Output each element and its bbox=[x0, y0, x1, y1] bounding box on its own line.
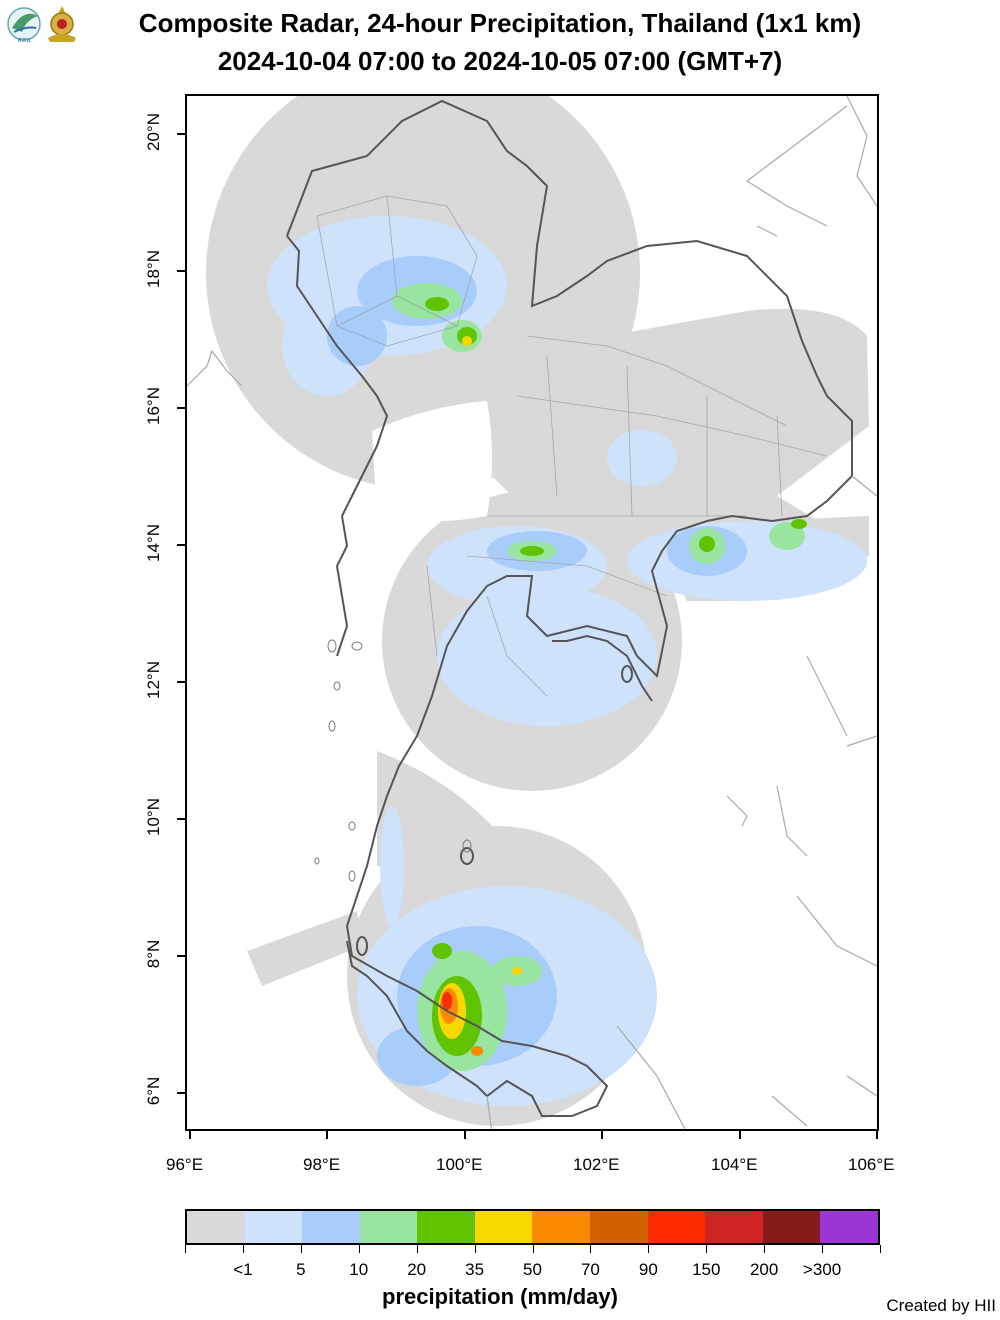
royal-emblem-logo bbox=[48, 6, 76, 42]
colorbar-swatch bbox=[474, 1211, 533, 1243]
colorbar-tick bbox=[764, 1245, 766, 1253]
coverage-gaps bbox=[187, 261, 747, 866]
radar-map bbox=[185, 94, 879, 1131]
colorbar-tick bbox=[358, 1245, 360, 1253]
neighbor-borders bbox=[187, 96, 877, 1129]
colorbar-label: 5 bbox=[296, 1260, 306, 1279]
radar-west-beam bbox=[247, 911, 362, 986]
province-boundaries bbox=[316, 195, 828, 697]
colorbar-label: 35 bbox=[465, 1260, 485, 1279]
lon-tick-98 bbox=[326, 1131, 328, 1139]
legend-title: precipitation (mm/day) bbox=[382, 1284, 618, 1309]
agency-logos: สสน bbox=[7, 6, 76, 44]
lon-label: 104°E bbox=[711, 1155, 758, 1174]
colorbar-tick bbox=[474, 1245, 476, 1253]
lat-label: 6°N bbox=[144, 1076, 163, 1106]
credit-text: Created by HII bbox=[886, 1296, 996, 1315]
lon-label: 106°E bbox=[848, 1155, 895, 1174]
colorbar-swatch bbox=[244, 1211, 303, 1243]
colorbar-label: 90 bbox=[638, 1260, 658, 1279]
lat-tick-20 bbox=[177, 133, 185, 135]
colorbar-swatch bbox=[532, 1211, 591, 1243]
lat-label: 14°N bbox=[144, 524, 163, 562]
title-line-1: Composite Radar, 24-hour Precipitation, … bbox=[138, 8, 862, 38]
lat-label: 12°N bbox=[144, 661, 163, 699]
lon-label: 96°E bbox=[166, 1155, 204, 1174]
colorbar-swatch bbox=[647, 1211, 706, 1243]
colorbar-tick bbox=[880, 1245, 881, 1253]
lat-tick-6 bbox=[177, 1092, 185, 1094]
colorbar-swatch bbox=[302, 1211, 360, 1243]
colorbar-swatch bbox=[705, 1211, 763, 1243]
colorbar-label: 70 bbox=[580, 1260, 600, 1279]
colorbar-tick bbox=[300, 1245, 302, 1253]
colorbar-swatch bbox=[820, 1211, 878, 1243]
lat-label: 8°N bbox=[144, 939, 163, 969]
title-line-2: 2024-10-04 07:00 to 2024-10-05 07:00 (GM… bbox=[217, 46, 783, 76]
lat-tick-8 bbox=[177, 955, 185, 957]
map-canvas bbox=[187, 96, 877, 1129]
hii-logo: สสน bbox=[7, 7, 41, 44]
colorbar-tick bbox=[532, 1245, 534, 1253]
lat-tick-16 bbox=[177, 407, 185, 409]
colorbar-tick bbox=[242, 1245, 244, 1253]
lat-label: 16°N bbox=[144, 387, 163, 425]
colorbar-tick bbox=[648, 1245, 650, 1253]
lat-tick-18 bbox=[177, 270, 185, 272]
lon-tick-96 bbox=[189, 1131, 191, 1139]
colorbar-label: 20 bbox=[407, 1260, 427, 1279]
colorbar-swatch bbox=[417, 1211, 475, 1243]
islands bbox=[314, 639, 472, 882]
colorbar-tick bbox=[822, 1245, 824, 1253]
colorbar-swatch bbox=[187, 1211, 245, 1243]
lat-tick-12 bbox=[177, 681, 185, 683]
chart-title: Composite Radar, 24-hour Precipitation, … bbox=[0, 4, 1000, 80]
lon-tick-106 bbox=[876, 1131, 878, 1139]
colorbar-label: <1 bbox=[233, 1260, 253, 1279]
colorbar-tick bbox=[590, 1245, 592, 1253]
lon-label: 100°E bbox=[436, 1155, 483, 1174]
lon-label: 98°E bbox=[303, 1155, 341, 1174]
colorbar-tick bbox=[706, 1245, 708, 1253]
lon-tick-102 bbox=[601, 1131, 603, 1139]
lat-label: 18°N bbox=[144, 250, 163, 288]
logo-text: สสน bbox=[17, 36, 31, 44]
colorbar-label: 200 bbox=[749, 1260, 779, 1279]
colorbar-swatch bbox=[359, 1211, 418, 1243]
lon-tick-100 bbox=[464, 1131, 466, 1139]
colorbar-label: 150 bbox=[692, 1260, 721, 1279]
lat-tick-10 bbox=[177, 818, 185, 820]
colorbar-tick bbox=[416, 1245, 418, 1253]
colorbar-swatch bbox=[590, 1211, 648, 1243]
lat-label: 20°N bbox=[144, 113, 163, 151]
thailand-outline bbox=[286, 99, 853, 1117]
colorbar-tick bbox=[185, 1245, 186, 1253]
lat-label: 10°N bbox=[144, 798, 163, 836]
precipitation-colorbar bbox=[185, 1209, 880, 1245]
colorbar-label: 10 bbox=[349, 1260, 369, 1279]
colorbar-label: >300 bbox=[802, 1260, 842, 1279]
lon-tick-104 bbox=[739, 1131, 741, 1139]
colorbar-label: 50 bbox=[523, 1260, 542, 1279]
lon-label: 102°E bbox=[573, 1155, 620, 1174]
precip-heavy bbox=[438, 336, 522, 1056]
colorbar-swatch bbox=[762, 1211, 821, 1243]
lat-tick-14 bbox=[177, 544, 185, 546]
